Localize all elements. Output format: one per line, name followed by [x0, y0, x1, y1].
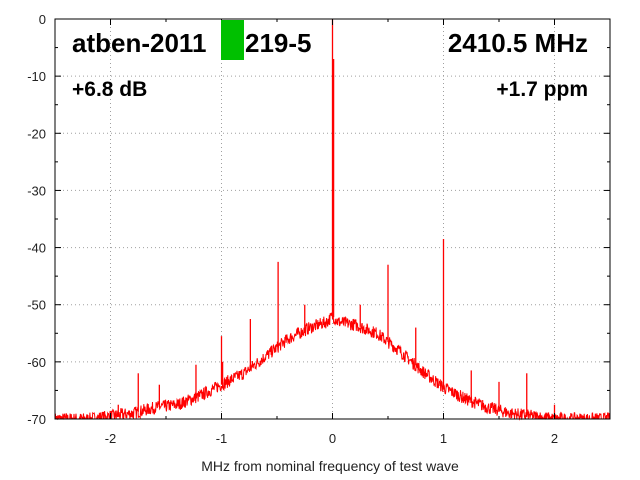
y-tick-label: -30: [27, 183, 46, 198]
x-tick-labels: -2 -1 0 1 2: [105, 431, 558, 446]
y-tick-label: -10: [27, 69, 46, 84]
frequency-label: 2410.5 MHz: [448, 28, 588, 58]
ppm-offset-label: +1.7 ppm: [496, 78, 588, 101]
x-axis-title: MHz from nominal frequency of test wave: [201, 458, 459, 474]
redaction-marker: [221, 20, 244, 60]
y-tick-label: 0: [39, 12, 46, 27]
tick-marks: [54, 18, 611, 420]
x-tick-label: -2: [105, 431, 117, 446]
x-tick-label: 1: [440, 431, 447, 446]
x-tick-label: 2: [551, 431, 558, 446]
device-suffix-label: 219-5: [245, 28, 312, 58]
y-tick-labels: 0 -10 -20 -30 -40 -50 -60 -70: [27, 12, 46, 427]
grid-lines: [55, 19, 610, 419]
y-tick-label: -60: [27, 355, 46, 370]
level-label: +6.8 dB: [72, 78, 147, 101]
y-tick-label: -70: [27, 412, 46, 427]
y-tick-label: -20: [27, 126, 46, 141]
y-tick-label: -40: [27, 241, 46, 256]
y-tick-label: -50: [27, 298, 46, 313]
x-tick-label: 0: [329, 431, 336, 446]
spectrum-noise-trace: [54, 312, 611, 421]
device-name-label: atben-2011: [72, 28, 206, 58]
x-tick-label: -1: [216, 431, 228, 446]
